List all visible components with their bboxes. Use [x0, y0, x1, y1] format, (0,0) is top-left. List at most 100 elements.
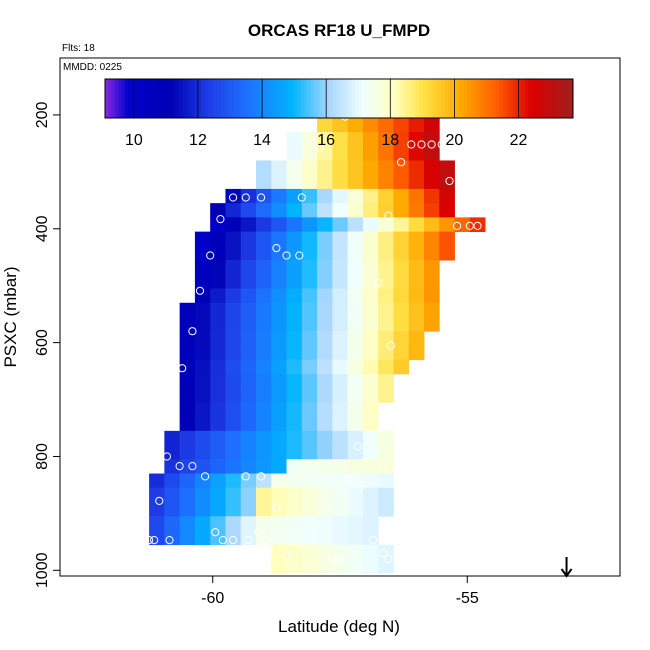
heatmap-cell	[164, 459, 181, 474]
heatmap-cell	[194, 359, 211, 375]
heatmap-cell	[393, 274, 410, 289]
heatmap-cell	[362, 473, 379, 489]
colorbar-swatch	[387, 79, 391, 118]
heatmap-cell	[347, 558, 364, 574]
heatmap-cell	[286, 359, 303, 375]
heatmap-cell	[347, 188, 364, 204]
heatmap-cell	[240, 359, 257, 375]
colorbar-swatch	[335, 79, 340, 118]
heatmap-cell	[362, 345, 379, 361]
heatmap-cell	[271, 487, 287, 503]
colorbar-tick-label: 18	[381, 132, 399, 149]
heatmap-cell	[332, 402, 349, 418]
data-point	[175, 462, 184, 471]
heatmap-cell	[210, 317, 226, 332]
data-point	[473, 221, 482, 230]
colorbar-swatch	[518, 79, 523, 118]
heatmap-cell	[271, 217, 287, 233]
heatmap-cell	[179, 516, 196, 531]
heatmap-cell	[240, 188, 257, 204]
colorbar-swatch	[165, 79, 170, 118]
heatmap-cell	[194, 473, 211, 489]
colorbar-swatch	[239, 79, 244, 118]
colorbar-swatch	[492, 79, 497, 118]
colorbar-swatch	[274, 79, 279, 118]
colorbar-swatch	[409, 79, 414, 118]
heatmap-cell	[301, 260, 318, 275]
y-tick-label: 400	[34, 215, 51, 242]
heatmap-cell	[332, 416, 349, 432]
data-point	[211, 528, 220, 537]
heatmap-cell	[362, 117, 379, 133]
heatmap-cell	[194, 459, 211, 474]
heatmap-cell	[256, 445, 272, 460]
heatmap-cell	[317, 203, 333, 218]
heatmap-cell	[408, 245, 425, 261]
colorbar-swatch	[201, 79, 205, 118]
data-point	[229, 193, 238, 202]
heatmap-cell	[271, 359, 287, 375]
chart-title: ORCAS RF18 U_FMPD	[248, 21, 430, 40]
heatmap-cell	[347, 516, 364, 531]
colorbar-swatch	[540, 79, 545, 118]
colorbar-swatch	[489, 79, 494, 118]
colorbar-swatch	[441, 79, 446, 118]
colorbar-swatch	[153, 79, 157, 118]
heatmap-cell	[225, 231, 242, 247]
colorbar-swatch	[460, 79, 465, 118]
heatmap-cell	[256, 188, 272, 204]
heatmap-cell	[408, 174, 425, 190]
heatmap-cell	[225, 188, 242, 204]
heatmap-cell	[347, 132, 364, 147]
heatmap-cell	[225, 416, 242, 432]
colorbar-swatch	[422, 79, 427, 118]
data-point	[195, 286, 205, 295]
heatmap-cell	[256, 245, 272, 261]
heatmap-cell	[286, 217, 303, 233]
colorbar-swatch	[121, 79, 125, 118]
heatmap-cell	[347, 388, 364, 403]
heatmap-cell	[469, 217, 486, 233]
colorbar-swatch	[149, 79, 154, 118]
heatmap-cell	[317, 217, 333, 233]
data-point	[244, 536, 253, 545]
heatmap-cell	[301, 516, 318, 531]
heatmap-cell	[194, 430, 211, 446]
colorbar-swatch	[515, 79, 520, 118]
heatmap-cell	[210, 331, 226, 346]
heatmap-cell	[271, 402, 287, 418]
heatmap-cell	[439, 188, 455, 204]
data-point	[369, 536, 378, 545]
heatmap-cell	[332, 502, 349, 517]
heatmap-cell	[256, 487, 272, 503]
heatmap-cell	[240, 459, 257, 474]
colorbar-swatch	[329, 79, 334, 118]
data-point	[453, 221, 462, 230]
heatmap-cell	[240, 260, 257, 275]
heatmap-cell	[378, 459, 394, 474]
heatmap-cell	[424, 132, 440, 147]
heatmap-cell	[286, 416, 303, 432]
heatmap-cell	[317, 516, 333, 531]
heatmap-cell	[210, 373, 226, 389]
heatmap-cell	[271, 345, 287, 361]
heatmap-cell	[362, 373, 379, 389]
data-point	[188, 327, 197, 336]
heatmap-cell	[393, 160, 410, 176]
heatmap-cell	[317, 487, 333, 503]
heatmap-cell	[362, 174, 379, 190]
colorbar-swatch	[499, 79, 503, 118]
heatmap-cell	[301, 402, 318, 418]
heatmap-cells	[149, 103, 486, 574]
data-point	[297, 193, 306, 202]
heatmap-cell	[271, 302, 287, 318]
heatmap-cell	[362, 331, 379, 346]
colorbar-swatch	[431, 79, 436, 118]
heatmap-cell	[378, 487, 394, 503]
heatmap-cell	[225, 530, 242, 546]
heatmap-cell	[240, 203, 257, 218]
heatmap-cell	[240, 402, 257, 418]
heatmap-cell	[286, 388, 303, 403]
data-point	[323, 503, 332, 512]
